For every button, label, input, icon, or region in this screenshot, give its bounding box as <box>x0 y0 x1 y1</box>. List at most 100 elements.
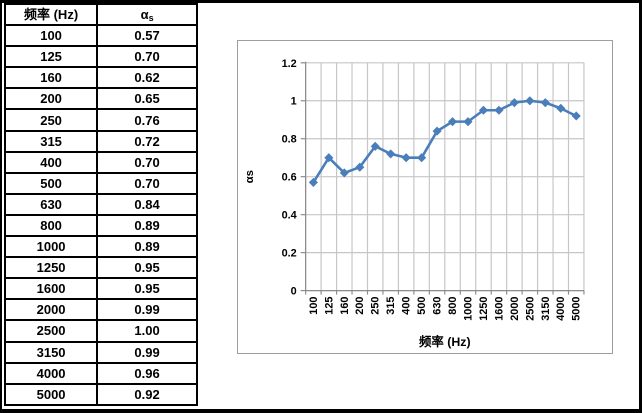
x-tick-label: 100 <box>308 297 320 315</box>
x-tick-label: 3150 <box>540 297 552 321</box>
table-row: 250 0.76 <box>3 108 198 132</box>
x-tick-label: 200 <box>354 297 366 315</box>
frequency-cell: 315 <box>3 129 99 153</box>
frequency-cell: 3150 <box>3 340 99 364</box>
frequency-column-header: 频率 (Hz) <box>3 3 99 27</box>
x-axis-title: 频率 (Hz) <box>419 334 471 349</box>
frequency-cell: 1000 <box>3 235 99 259</box>
series-marker <box>401 153 411 163</box>
x-tick-label: 800 <box>447 297 459 315</box>
series-marker <box>509 98 519 108</box>
series-marker <box>540 98 550 108</box>
alpha-cell: 0.72 <box>96 129 198 153</box>
alpha-cell: 1.00 <box>96 319 198 343</box>
table-row: 5000 0.92 <box>3 382 198 406</box>
x-tick-label: 500 <box>416 297 428 315</box>
alpha-cell: 0.89 <box>96 235 198 259</box>
alpha-cell: 0.62 <box>96 66 198 90</box>
alpha-cell: 0.99 <box>96 298 198 322</box>
absorption-chart: 0 0.2 0.4 0.6 0.8 1 1.2 100 125 160 200 250 315 400 50… <box>237 40 613 354</box>
frequency-cell: 5000 <box>3 382 99 406</box>
y-tick-label: 0.4 <box>282 210 297 222</box>
table-row: 315 0.72 <box>3 129 198 153</box>
x-tick-label: 1250 <box>478 297 490 321</box>
alpha-cell: 0.70 <box>96 171 198 195</box>
x-tick-label: 4000 <box>555 297 567 321</box>
y-axis-title: αs <box>244 170 256 183</box>
frequency-cell: 250 <box>3 108 99 132</box>
alpha-cell: 0.84 <box>96 192 198 216</box>
series-marker <box>386 149 396 159</box>
table-row: 500 0.70 <box>3 171 198 195</box>
table-row: 200 0.65 <box>3 87 198 111</box>
x-tick-label: 630 <box>432 297 444 315</box>
alpha-subscript: s <box>148 13 154 24</box>
x-tick-label: 400 <box>401 297 413 315</box>
table-row: 630 0.84 <box>3 192 198 216</box>
table-body: 100 0.57 125 0.70 160 0.62 200 0.65 250 0.76 315 0.… <box>3 24 198 406</box>
table-row: 160 0.62 <box>3 66 198 90</box>
table-row: 800 0.89 <box>3 213 198 238</box>
alpha-cell: 0.65 <box>96 87 198 111</box>
alpha-cell: 0.76 <box>96 108 198 132</box>
table-row: 4000 0.96 <box>3 361 198 385</box>
x-tick-label: 250 <box>370 297 382 315</box>
y-tick-label: 0 <box>291 286 297 298</box>
table-row: 1250 0.95 <box>3 256 198 280</box>
frequency-cell: 2000 <box>3 298 99 322</box>
table-row: 2000 0.99 <box>3 298 198 322</box>
series-marker <box>571 111 581 121</box>
table-row: 125 0.70 <box>3 45 198 69</box>
alpha-cell: 0.89 <box>96 213 198 238</box>
y-tick-label: 1 <box>291 96 297 108</box>
table-row: 3150 0.99 <box>3 340 198 364</box>
series-marker <box>463 117 473 127</box>
y-tick-label: 1.2 <box>282 58 297 70</box>
frequency-table: 频率 (Hz) αs 100 0.57 125 0.70 160 0.62 200 0.65 2… <box>3 3 198 406</box>
x-tick-label: 160 <box>339 297 351 315</box>
table-row: 400 0.70 <box>3 150 198 174</box>
y-tick-label: 0.2 <box>282 248 297 260</box>
alpha-symbol: α <box>140 7 149 23</box>
alpha-cell: 0.96 <box>96 361 198 385</box>
table-row: 2500 1.00 <box>3 319 198 343</box>
frequency-cell: 160 <box>3 66 99 90</box>
frequency-cell: 400 <box>3 150 99 174</box>
alpha-cell: 0.99 <box>96 340 198 364</box>
x-tick-label: 315 <box>385 297 397 315</box>
alpha-cell: 0.57 <box>96 24 198 48</box>
table-row: 1600 0.95 <box>3 277 198 301</box>
frequency-cell: 200 <box>3 87 99 111</box>
frequency-cell: 1250 <box>3 256 99 280</box>
x-tick-label: 1600 <box>493 297 505 321</box>
frequency-cell: 500 <box>3 171 99 195</box>
alpha-cell: 0.70 <box>96 150 198 174</box>
frequency-cell: 1600 <box>3 277 99 301</box>
frequency-cell: 2500 <box>3 319 99 343</box>
table-header-row: 频率 (Hz) αs <box>3 3 198 27</box>
frequency-cell: 125 <box>3 45 99 69</box>
alpha-cell: 0.92 <box>96 382 198 406</box>
frequency-cell: 800 <box>3 213 99 238</box>
x-tick-label: 2000 <box>509 297 521 321</box>
alpha-cell: 0.95 <box>96 256 198 280</box>
table-row: 1000 0.89 <box>3 235 198 259</box>
y-tick-label: 0.8 <box>282 134 297 146</box>
series-marker <box>556 103 566 113</box>
series-marker <box>494 105 504 115</box>
frequency-cell: 630 <box>3 192 99 216</box>
x-tick-label: 1000 <box>462 297 474 321</box>
x-tick-label: 125 <box>323 297 335 315</box>
alpha-cell: 0.95 <box>96 277 198 301</box>
frequency-cell: 100 <box>3 24 99 48</box>
x-tick-label: 5000 <box>571 297 583 321</box>
frequency-cell: 4000 <box>3 361 99 385</box>
y-tick-label: 0.6 <box>282 172 297 184</box>
alpha-cell: 0.70 <box>96 45 198 69</box>
x-tick-label: 2500 <box>524 297 536 321</box>
alpha-column-header: αs <box>96 3 198 27</box>
series-marker <box>525 96 535 106</box>
table-row: 100 0.57 <box>3 24 198 48</box>
